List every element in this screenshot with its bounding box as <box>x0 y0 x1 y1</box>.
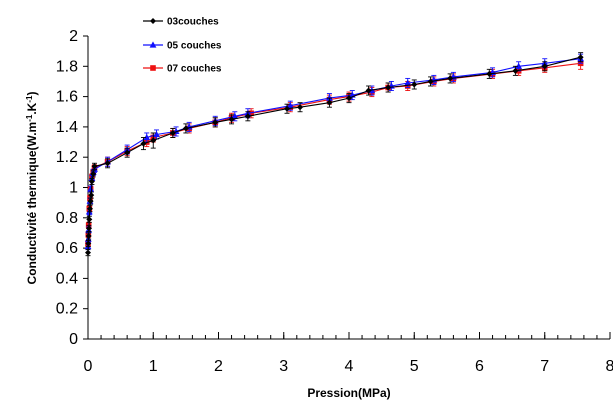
data-point <box>515 62 523 69</box>
y-tick-label: 2 <box>69 28 78 45</box>
y-tick-label: 0.6 <box>56 240 78 257</box>
x-tick-label: 1 <box>149 358 158 375</box>
series-line <box>87 56 581 253</box>
data-point <box>182 125 189 132</box>
x-tick-label: 8 <box>606 358 613 375</box>
data-point <box>169 129 176 136</box>
data-point <box>486 70 493 77</box>
data-point <box>140 140 147 147</box>
axes-group: 0 0.2 0.4 0.6 0.8 1 1.2 1.4 1.6 1.8 2 0 1 2 3 4 5 6 7 8 <box>56 28 613 375</box>
data-point <box>91 163 98 170</box>
y-axis-title: Conductivité thermique(W.m-1.K-1) <box>25 92 40 285</box>
y-axis-title-part: .K <box>25 102 39 114</box>
y-tick-label: 0.2 <box>56 301 78 318</box>
x-tick-label: 4 <box>345 358 354 375</box>
data-point <box>577 54 584 61</box>
data-point <box>86 205 93 212</box>
data-point <box>90 170 97 177</box>
series-layer <box>84 52 585 257</box>
legend-marker <box>150 18 156 24</box>
series-line <box>87 62 581 244</box>
data-point <box>297 104 304 111</box>
y-tick-label: 0.8 <box>56 210 78 227</box>
data-point <box>85 232 92 239</box>
series-3 <box>85 56 584 248</box>
x-tick-label: 3 <box>279 358 288 375</box>
data-point <box>284 105 291 112</box>
legend-label: 07 couches <box>167 64 222 75</box>
y-tick-label: 1.2 <box>56 149 78 166</box>
data-point <box>385 84 392 91</box>
y-tick-label: 1.6 <box>56 89 78 106</box>
data-point <box>104 160 111 167</box>
data-point <box>512 67 519 74</box>
data-point <box>212 119 219 126</box>
y-tick-label: 0 <box>69 331 78 348</box>
y-axis-title-part: ) <box>25 92 39 96</box>
y-tick-label: 1 <box>69 180 78 197</box>
data-point <box>87 198 94 205</box>
data-point <box>228 116 235 123</box>
series-line <box>87 58 581 247</box>
data-point <box>447 75 454 82</box>
data-point <box>427 78 434 85</box>
data-point <box>404 79 412 86</box>
x-tick-label: 6 <box>475 358 484 375</box>
y-tick-label: 1.4 <box>56 119 78 136</box>
y-axis-title-part: -1 <box>25 114 34 122</box>
x-tick-label: 0 <box>84 358 93 375</box>
data-point <box>88 192 95 199</box>
x-tick-label: 2 <box>214 358 223 375</box>
data-point <box>326 94 333 101</box>
y-tick-label: 1.8 <box>56 58 78 75</box>
data-point <box>326 99 333 106</box>
series-2 <box>84 53 585 251</box>
data-point <box>541 63 548 70</box>
series-1 <box>85 52 584 257</box>
data-point <box>87 185 95 192</box>
data-point <box>86 216 93 223</box>
data-point <box>244 113 251 120</box>
data-point <box>231 112 239 119</box>
data-point <box>153 130 160 138</box>
x-tick-label: 5 <box>410 358 419 375</box>
data-point <box>346 95 352 102</box>
data-point <box>286 102 294 109</box>
x-tick-label: 7 <box>540 358 549 375</box>
legend: 03couches 05 couches 07 couches <box>143 17 222 75</box>
legend-label: 03couches <box>167 17 219 28</box>
y-axis-title-part: Conductivité thermique(W.m <box>25 122 39 285</box>
y-axis-title-part: -1 <box>25 95 34 103</box>
x-axis-title: Pression(MPa) <box>307 386 390 400</box>
data-point <box>124 149 131 156</box>
data-point <box>150 137 157 144</box>
data-point <box>85 240 92 247</box>
y-tick-label: 0.4 <box>56 270 78 287</box>
data-point <box>88 178 95 185</box>
data-point <box>85 249 91 256</box>
legend-marker <box>149 41 157 48</box>
legend-marker <box>150 65 156 71</box>
legend-label: 05 couches <box>167 41 222 52</box>
data-point <box>411 81 418 88</box>
data-point <box>365 87 372 94</box>
data-point <box>85 225 92 232</box>
data-point <box>143 133 151 141</box>
data-point <box>88 174 96 182</box>
